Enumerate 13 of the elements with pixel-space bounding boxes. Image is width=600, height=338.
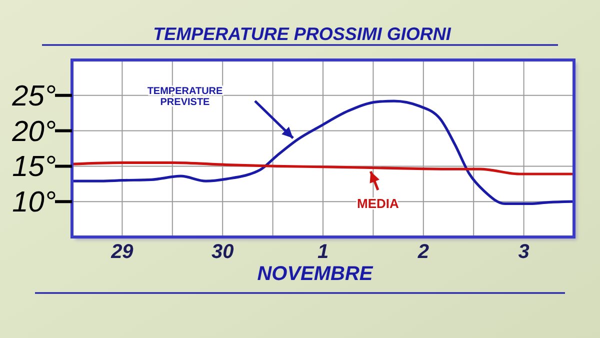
y-tick-label: 20° <box>11 116 56 148</box>
text: TEMPERATURE PREVISTE <box>147 86 224 108</box>
chart-title: TEMPERATURE PROSSIMI GIORNI <box>153 24 452 44</box>
x-tick-label: 2 <box>416 241 429 263</box>
x-tick-label: 3 <box>518 241 530 263</box>
y-tick-label: 25° <box>11 80 56 112</box>
legend-label: MEDIA <box>357 196 400 211</box>
x-tick-label: 29 <box>110 241 134 263</box>
x-axis-title: NOVEMBRE <box>257 263 374 285</box>
x-tick-label: 30 <box>211 241 234 263</box>
y-tick-label: 10° <box>12 186 56 219</box>
y-tick-label: 15° <box>12 151 56 184</box>
x-tick-label: 1 <box>317 241 329 263</box>
